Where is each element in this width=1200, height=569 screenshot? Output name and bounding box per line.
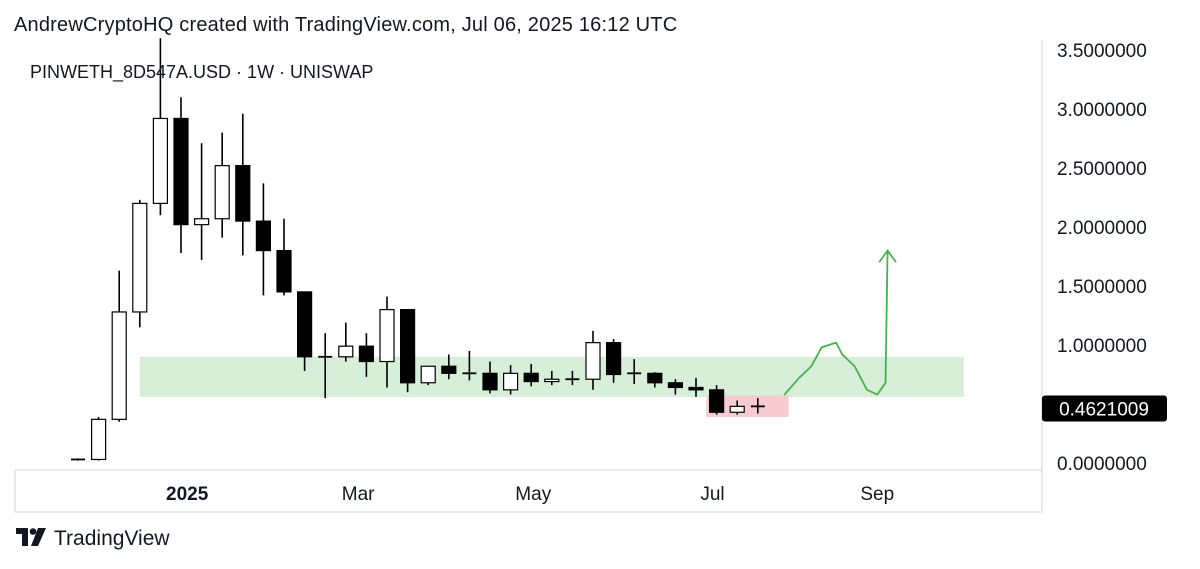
candle (132, 199, 148, 328)
y-tick-label: 1.5000000 (1057, 277, 1147, 298)
candle (482, 361, 498, 394)
projection-path (783, 249, 889, 396)
candle (214, 132, 230, 238)
y-tick-label: 1.0000000 (1057, 336, 1147, 357)
y-tick-label: 2.5000000 (1057, 159, 1147, 180)
last-price-label: 0.4621009 (1059, 399, 1149, 420)
entry-zone (706, 395, 789, 417)
candle-body (420, 365, 436, 384)
candle (544, 370, 560, 386)
candle (565, 370, 580, 386)
candle (297, 291, 313, 371)
candle (400, 309, 416, 393)
y-tick-label: 3.5000000 (1057, 41, 1147, 62)
candle (276, 218, 292, 296)
x-tick-label: Sep (860, 484, 894, 505)
candle-body (523, 372, 539, 383)
candle-body (647, 372, 663, 384)
candle-body (688, 386, 704, 391)
footer-brand[interactable]: TradingView (16, 527, 170, 551)
candle-body (338, 345, 354, 358)
candle-body (441, 365, 457, 374)
candle-body (708, 389, 725, 413)
x-tick-label: May (515, 484, 551, 505)
candle-body (400, 309, 416, 384)
candle-body (111, 311, 127, 420)
last-price-badge (1042, 395, 1167, 422)
candle-body (90, 418, 107, 461)
candle-body (729, 405, 745, 413)
candle (605, 339, 622, 383)
x-tick-label: 2025 (166, 484, 209, 505)
brand-name: TradingView (54, 527, 170, 550)
candle-body (585, 342, 601, 380)
candle (420, 365, 436, 386)
candle (71, 458, 85, 461)
candle (627, 359, 642, 384)
candle (173, 97, 189, 253)
candle (111, 270, 127, 422)
candle (379, 296, 395, 388)
candle-body (544, 378, 560, 383)
projection-arrowhead (878, 249, 897, 263)
candle (667, 379, 684, 395)
candle (503, 365, 519, 395)
candle-body (482, 372, 498, 391)
tradingview-logo-icon (16, 527, 46, 551)
candle-body (297, 291, 313, 358)
candle-body (503, 372, 519, 391)
candle (708, 385, 725, 415)
candle (255, 183, 271, 296)
candle-body (214, 165, 230, 220)
candle (688, 378, 704, 397)
candle-body (194, 218, 210, 226)
candle (729, 400, 745, 415)
candle (152, 38, 168, 216)
candle-body (152, 117, 168, 205)
axes-layer: 3.5000000 3.0000000 2.5000000 2.0000000 1.50… (14, 40, 1167, 513)
candle (194, 143, 210, 261)
candle-body (358, 345, 374, 363)
symbol-label: PINWETH_8D547A.USD · 1W · UNISWAP (30, 62, 373, 83)
candle-body (276, 250, 292, 293)
candle-body (667, 382, 684, 389)
y-tick-label: 0.0000000 (1057, 454, 1147, 475)
candle (90, 416, 107, 461)
candle (235, 113, 251, 256)
candle (462, 350, 477, 381)
candle (523, 363, 539, 387)
candle (358, 333, 374, 377)
y-tick-label: 2.0000000 (1057, 218, 1147, 239)
candle (338, 322, 354, 362)
x-tick-label: Mar (342, 484, 375, 505)
candle (647, 372, 663, 388)
candle (318, 333, 333, 399)
projection-layer (783, 249, 897, 396)
candle-body (605, 342, 622, 376)
candle-body (132, 202, 148, 313)
candle (585, 330, 601, 390)
candle (441, 354, 457, 380)
candles-layer (71, 38, 765, 461)
candle (750, 398, 765, 414)
candle-body (379, 309, 395, 363)
y-tick-label: 3.0000000 (1057, 100, 1147, 121)
chart-caption: AndrewCryptoHQ created with TradingView.… (14, 14, 678, 36)
candle-body (173, 117, 189, 226)
candle-body (235, 165, 251, 222)
zones-layer (139, 356, 964, 417)
candle-body (255, 220, 271, 252)
x-tick-label: Jul (700, 484, 724, 505)
